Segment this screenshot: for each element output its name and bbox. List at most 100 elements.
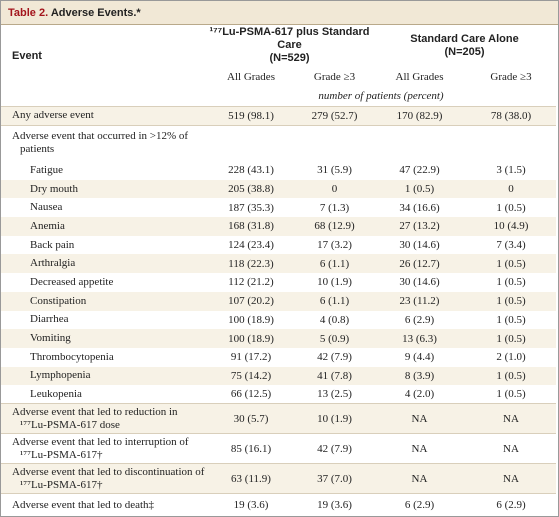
cell: NA xyxy=(411,412,428,425)
units: number of patients (percent) xyxy=(318,90,444,103)
table-row: Adverse event that led to death‡ 19 (3.6)… xyxy=(1,493,556,516)
cell: 9 (4.4) xyxy=(404,351,435,364)
subheader: Grade ≥3 xyxy=(490,70,532,83)
cell: NA xyxy=(503,412,519,425)
cell: 19 (3.6) xyxy=(317,499,352,512)
cell: 0 xyxy=(331,183,338,196)
table-row: Leukopenia 66 (12.5) 13 (2.5) 4 (2.0) 1 (0.5… xyxy=(1,385,556,404)
cell: 66 (12.5) xyxy=(230,388,272,401)
row-label: Decreased appetite xyxy=(30,275,114,288)
cell: 31 (5.9) xyxy=(317,164,352,177)
table-row: Diarrhea 100 (18.9) 4 (0.8) 6 (2.9) 1 (0.5) xyxy=(1,311,556,330)
row-label: Dry mouth xyxy=(30,182,78,195)
cell: 6 (2.9) xyxy=(404,499,435,512)
row-label: Arthralgia xyxy=(30,257,76,270)
cell: 6 (1.1) xyxy=(319,257,350,270)
cell: NA xyxy=(411,472,428,485)
cell: 0 xyxy=(508,183,514,196)
table-row: Thrombocytopenia 91 (17.2) 42 (7.9) 9 (4.4)… xyxy=(1,348,556,367)
group-name: ¹⁷⁷Lu-PSMA-617 plus Standard Care xyxy=(209,26,370,51)
row-label: Fatigue xyxy=(30,163,63,176)
cell: 17 (3.2) xyxy=(317,239,352,252)
table-row: Constipation 107 (20.2) 6 (1.1) 23 (11.2) 1 … xyxy=(1,291,556,311)
table-row: Lymphopenia 75 (14.2) 41 (7.8) 8 (3.9) 1 (0.… xyxy=(1,366,556,386)
cell: 519 (98.1) xyxy=(228,109,274,122)
cell: 228 (43.1) xyxy=(228,164,274,177)
cell: 187 (35.3) xyxy=(228,201,274,214)
adverse-events-table: Event ¹⁷⁷Lu-PSMA-617 plus Standard Care(… xyxy=(1,25,556,516)
cell: 78 (38.0) xyxy=(490,109,532,122)
table-row: Vomiting 100 (18.9) 5 (0.9) 13 (6.3) 1 (0.5) xyxy=(1,329,556,348)
cell: 1 (0.5) xyxy=(496,388,526,401)
row-label: Adverse event that led to discontinuatio… xyxy=(12,465,205,491)
cell: 3 (1.5) xyxy=(496,164,526,177)
subheader-row: All Grades Grade ≥3 All Grades Grade ≥3 xyxy=(1,66,556,88)
cell: 26 (12.7) xyxy=(399,257,440,270)
table-row: Nausea 187 (35.3) 7 (1.3) 34 (16.6) 1 (0.5) xyxy=(1,198,556,217)
group-n: (N=529) xyxy=(269,52,310,64)
cell: 4 (0.8) xyxy=(319,313,350,326)
row-label: Leukopenia xyxy=(30,387,82,400)
cell: 6 (2.9) xyxy=(496,499,526,512)
cell: 13 (6.3) xyxy=(402,332,437,345)
empty-cell xyxy=(206,125,556,161)
table-row: Anemia 168 (31.8) 68 (12.9) 27 (13.2) 10 (4.… xyxy=(1,217,556,236)
cell: 91 (17.2) xyxy=(230,351,272,364)
table-row: Back pain 124 (23.4) 17 (3.2) 30 (14.6) 7 (3… xyxy=(1,236,556,255)
cell: 2 (1.0) xyxy=(496,351,526,364)
cell: 1 (0.5) xyxy=(496,332,526,345)
cell: 10 (1.9) xyxy=(317,412,352,425)
cell: 37 (7.0) xyxy=(317,472,352,485)
cell: 100 (18.9) xyxy=(228,313,274,326)
cell: 30 (14.6) xyxy=(399,239,440,252)
cell: 118 (22.3) xyxy=(228,257,274,270)
cell: 4 (2.0) xyxy=(404,388,435,401)
cell: 112 (21.2) xyxy=(228,276,274,289)
cell: 6 (2.9) xyxy=(404,313,435,326)
cell: 23 (11.2) xyxy=(399,295,440,308)
row-label: Thrombocytopenia xyxy=(30,350,114,363)
cell: NA xyxy=(503,472,519,485)
cell: NA xyxy=(411,442,428,455)
cell: 42 (7.9) xyxy=(317,442,352,455)
title-bar: Table 2. Adverse Events.* xyxy=(1,1,558,25)
cell: 47 (22.9) xyxy=(399,164,440,177)
table-row: Adverse event that occurred in >12% of p… xyxy=(1,125,556,161)
group-n: (N=205) xyxy=(444,45,485,58)
row-label: Nausea xyxy=(30,201,63,214)
cell: 30 (5.7) xyxy=(233,412,269,425)
subheader: Grade ≥3 xyxy=(313,70,356,83)
group-header: ¹⁷⁷Lu-PSMA-617 plus Standard Care (N=529) xyxy=(206,25,373,66)
event-header: Event xyxy=(12,50,42,62)
cell: 30 (14.6) xyxy=(399,276,440,289)
cell: 10 (1.9) xyxy=(317,276,352,289)
cell: 205 (38.8) xyxy=(228,183,274,196)
row-label: Vomiting xyxy=(30,332,71,345)
cell: 1 (0.5) xyxy=(496,295,526,308)
row-label: Diarrhea xyxy=(30,313,69,326)
table-row: Fatigue 228 (43.1) 31 (5.9) 47 (22.9) 3 (1.5… xyxy=(1,161,556,180)
cell: 75 (14.2) xyxy=(230,369,272,382)
cell: 7 (1.3) xyxy=(319,201,350,214)
row-label: Adverse event that led to death‡ xyxy=(12,498,155,511)
cell: 1 (0.5) xyxy=(496,201,526,214)
row-label: Anemia xyxy=(30,219,65,232)
table-row: Decreased appetite 112 (21.2) 10 (1.9) 30 (… xyxy=(1,273,556,292)
table-body: Any adverse event 519 (98.1) 279 (52.7) 170… xyxy=(1,106,556,516)
cell: 107 (20.2) xyxy=(228,295,274,308)
table-row: Adverse event that led to discontinuatio… xyxy=(1,463,556,494)
cell: 279 (52.7) xyxy=(311,109,358,122)
subheader: All Grades xyxy=(395,70,444,83)
cell: 100 (18.9) xyxy=(228,332,274,345)
cell: 7 (3.4) xyxy=(496,239,526,252)
cell: 8 (3.9) xyxy=(404,369,435,382)
cell: 27 (13.2) xyxy=(399,220,440,233)
cell: 42 (7.9) xyxy=(317,351,352,364)
cell: NA xyxy=(503,442,519,455)
cell: 85 (16.1) xyxy=(230,442,272,455)
cell: 1 (0.5) xyxy=(496,313,526,326)
cell: 68 (12.9) xyxy=(314,220,355,233)
cell: 6 (1.1) xyxy=(319,295,350,308)
